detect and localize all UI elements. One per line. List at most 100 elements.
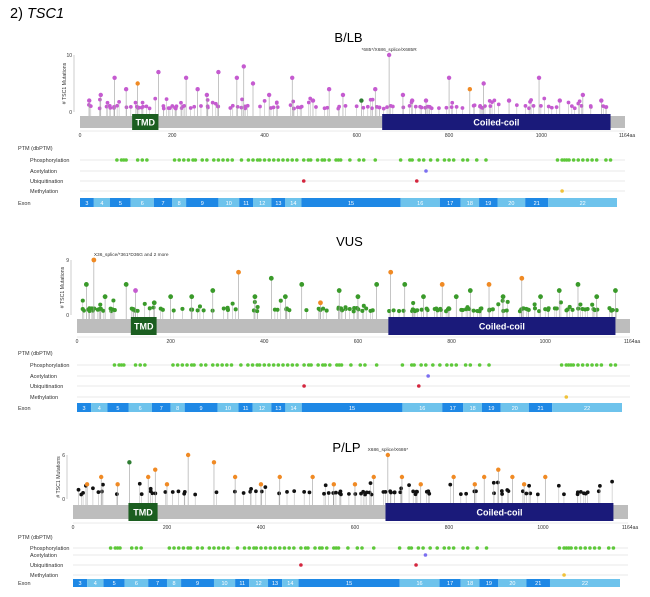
mutation-dot	[210, 100, 215, 105]
mutation-dot	[517, 309, 522, 314]
phosphorylation-site	[608, 158, 613, 162]
mutation-dot	[230, 103, 235, 108]
exon-block	[442, 403, 464, 412]
mutation-dot	[347, 306, 352, 312]
exon-block	[528, 403, 553, 412]
mutation-dot	[458, 492, 463, 497]
mutation-dot	[500, 492, 504, 496]
phosphorylation-site	[301, 158, 306, 162]
phosphorylation-site	[555, 158, 560, 162]
mutation-dot	[153, 96, 158, 101]
mutation-dot	[124, 105, 129, 110]
acetylation-site	[424, 169, 428, 173]
mutation-dot	[567, 304, 572, 310]
mutation-dot	[496, 302, 501, 307]
mutation-dot	[147, 106, 152, 111]
panel-title: VUS	[336, 234, 363, 249]
phosphorylation-site	[468, 363, 473, 367]
phosphorylation-site	[192, 363, 196, 367]
phosphorylation-site	[361, 158, 366, 162]
mutation-dot	[570, 104, 574, 109]
mutation-dot	[510, 474, 515, 480]
mutation-dot	[368, 308, 373, 313]
phosphorylation-site	[180, 363, 185, 367]
tmd-label: TMD	[134, 322, 154, 332]
mutation-dot	[258, 104, 262, 109]
acetylation-track-label: Acetylation	[30, 553, 57, 559]
mutation-dot	[588, 104, 593, 108]
mutation-dot	[134, 104, 139, 109]
mutation-dot	[263, 485, 268, 490]
phosphorylation-site	[203, 363, 208, 367]
mutation-dot	[453, 294, 459, 300]
coiled-coil-label: Coiled-coil	[479, 322, 525, 332]
phosphorylation-site	[590, 158, 594, 162]
phosphorylation-site	[129, 546, 134, 550]
phosphorylation-site	[246, 363, 250, 367]
mutation-dot	[284, 306, 289, 311]
mutation-dot	[492, 491, 496, 496]
mutation-dot	[195, 87, 200, 92]
phosphorylation-site	[611, 546, 616, 550]
phosphorylation-site	[597, 546, 602, 550]
mutation-dot	[336, 305, 341, 310]
phosphorylation-site	[212, 546, 216, 550]
mutation-dot	[504, 308, 509, 313]
mutation-dot	[353, 492, 358, 496]
mutation-dot	[243, 106, 248, 111]
mutation-dot	[361, 303, 366, 308]
exon-number: 4	[98, 406, 101, 412]
mutation-dot	[580, 307, 585, 312]
acetylation-track-label: Acetylation	[30, 169, 57, 175]
mutation-dot	[411, 301, 416, 306]
mutation-dot	[444, 105, 449, 110]
mutation-dot	[371, 474, 376, 480]
phosphorylation-site	[181, 546, 186, 550]
exon-number: 10	[226, 201, 232, 207]
figure-title: 2) TSC1	[10, 6, 64, 22]
mutation-dot	[490, 307, 495, 312]
coiled-coil-label: Coiled-coil	[476, 508, 522, 518]
phosphorylation-site	[281, 158, 285, 162]
mutation-dot	[554, 306, 559, 311]
ubiquitination-site	[414, 179, 419, 183]
methylation-track-label: Methylation	[30, 395, 58, 401]
exon-number: 20	[508, 201, 514, 207]
phosphorylation-site	[313, 546, 317, 550]
mutation-dot	[543, 474, 548, 480]
mutation-dot	[500, 294, 506, 300]
phosphorylation-site	[267, 158, 271, 162]
x-tick-label: 400	[260, 133, 269, 139]
phosphorylation-site	[282, 546, 287, 550]
exon-block	[184, 403, 218, 412]
phosphorylation-site	[251, 158, 255, 162]
phosphorylation-site	[428, 158, 433, 162]
exon-number: 3	[82, 406, 85, 412]
mutation-dot	[423, 98, 429, 103]
exon-number: 11	[243, 406, 249, 412]
exon-number: 6	[135, 581, 138, 587]
mutation-dot	[269, 106, 273, 110]
mutation-dot	[98, 474, 104, 480]
mutation-dot	[471, 308, 476, 313]
exon-block	[400, 198, 440, 207]
mutation-dot	[397, 309, 402, 314]
mutation-dot	[343, 305, 348, 310]
exon-block	[439, 198, 461, 207]
phosphorylation-site	[172, 546, 176, 550]
exon-number: 16	[417, 201, 423, 207]
mutation-dot	[477, 309, 482, 314]
mutation-dot	[251, 308, 256, 313]
mutation-dot	[585, 490, 590, 495]
mutation-dot	[282, 294, 288, 300]
y-axis-label: # TSC1 Mutations	[62, 62, 68, 104]
mutation-dot	[527, 106, 531, 111]
mutation-dot	[368, 97, 373, 102]
mutation-dot	[100, 489, 104, 494]
ptm-header: PTM (dbPTM)	[18, 351, 53, 357]
phosphorylation-site	[247, 546, 252, 550]
mutation-dot	[367, 490, 372, 495]
phosphorylation-site	[138, 363, 143, 367]
mutation-dot	[496, 467, 501, 472]
mutation-dot	[76, 487, 81, 492]
